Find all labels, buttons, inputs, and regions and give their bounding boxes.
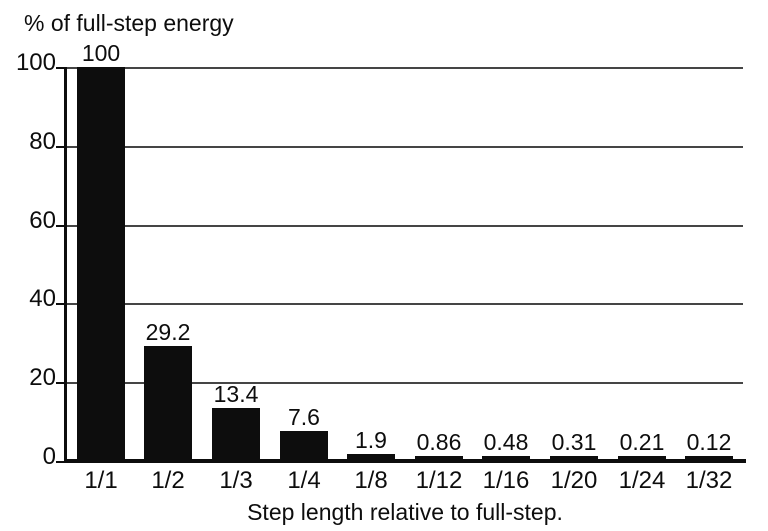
- y-tick-label: 80: [29, 128, 56, 155]
- y-axis-line: [64, 67, 67, 463]
- x-tick-label: 1/3: [219, 467, 253, 494]
- bar-1/32: [685, 456, 733, 463]
- bar-1/4: [280, 431, 328, 463]
- bar-value-label: 29.2: [145, 319, 191, 345]
- y-tick-label: 100: [15, 49, 56, 76]
- y-tick-mark: [56, 382, 64, 384]
- x-axis-title: Step length relative to full-step.: [247, 499, 563, 525]
- y-tick-label: 40: [29, 285, 56, 312]
- bar-value-label: 0.21: [619, 429, 665, 455]
- y-tick-mark: [56, 67, 64, 69]
- x-tick-label: 1/12: [415, 467, 463, 494]
- bar-value-label: 0.12: [686, 429, 732, 455]
- bar-value-label: 7.6: [288, 404, 320, 430]
- gridline: [67, 382, 743, 384]
- bar-value-label: 0.86: [416, 429, 462, 455]
- x-tick-label: 1/4: [287, 467, 321, 494]
- gridline: [67, 225, 743, 227]
- y-tick-mark: [56, 461, 64, 463]
- gridline: [67, 303, 743, 305]
- x-tick-label: 1/1: [84, 467, 118, 494]
- y-tick-label: 60: [29, 207, 56, 234]
- bar-value-label: 13.4: [213, 381, 259, 407]
- bar-1/1: [77, 67, 125, 463]
- x-tick-label: 1/32: [685, 467, 733, 494]
- x-tick-label: 1/24: [618, 467, 666, 494]
- bar-value-label: 0.31: [551, 429, 597, 455]
- y-tick-mark: [56, 225, 64, 227]
- bar-value-label: 0.48: [483, 429, 529, 455]
- bar-value-label: 100: [81, 40, 121, 66]
- bar-1/16: [482, 456, 530, 463]
- y-tick-label: 20: [29, 364, 56, 391]
- x-tick-label: 1/16: [482, 467, 530, 494]
- chart-title: % of full-step energy: [24, 10, 234, 36]
- x-tick-label: 1/2: [151, 467, 185, 494]
- x-tick-label: 1/20: [550, 467, 598, 494]
- plot-area: [56, 67, 746, 463]
- y-tick-label: 0: [42, 443, 56, 470]
- bar-1/2: [144, 346, 192, 463]
- gridline: [67, 67, 743, 69]
- bar-1/8: [347, 454, 395, 463]
- gridline: [67, 146, 743, 148]
- bar-value-label: 1.9: [355, 427, 387, 453]
- x-tick-label: 1/8: [354, 467, 388, 494]
- bar-1/20: [550, 456, 598, 463]
- y-tick-mark: [56, 303, 64, 305]
- x-axis-line: [64, 459, 746, 463]
- bar-1/12: [415, 456, 463, 463]
- bar-1/24: [618, 456, 666, 463]
- y-tick-mark: [56, 146, 64, 148]
- bar-1/3: [212, 408, 260, 463]
